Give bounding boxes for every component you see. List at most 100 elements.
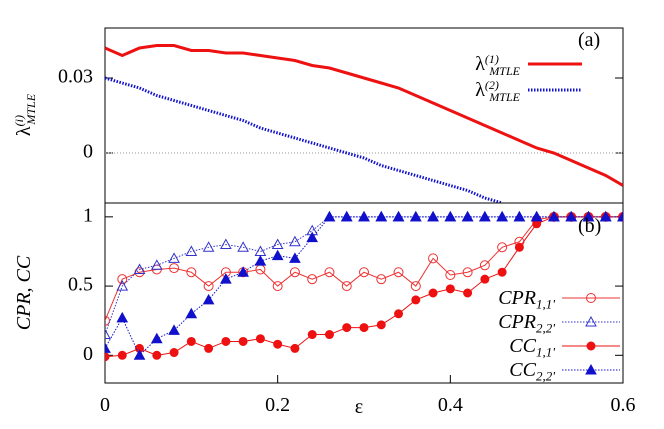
marker xyxy=(220,273,232,284)
legend-label: CC1,1' xyxy=(509,335,555,360)
legend-label: CPR2,2' xyxy=(498,311,555,336)
series-line xyxy=(105,76,503,203)
marker xyxy=(324,267,335,278)
marker xyxy=(358,210,370,222)
marker xyxy=(150,332,163,344)
marker xyxy=(254,255,267,266)
x-axis-label: ε xyxy=(355,396,363,418)
y-tick-label: 0.5 xyxy=(68,274,93,296)
marker xyxy=(273,339,283,349)
marker xyxy=(617,210,623,222)
marker xyxy=(105,352,110,362)
marker xyxy=(150,259,163,270)
marker xyxy=(565,210,578,222)
marker xyxy=(324,330,334,340)
marker xyxy=(306,231,319,243)
legend-marker xyxy=(585,315,597,327)
marker xyxy=(359,323,369,333)
marker xyxy=(342,323,352,333)
marker xyxy=(496,210,508,222)
legend-label: λ(1) MTLE xyxy=(475,52,520,78)
marker xyxy=(307,274,318,285)
marker xyxy=(186,336,196,346)
marker xyxy=(117,274,128,285)
marker xyxy=(152,350,162,360)
x-tick-label: 0.4 xyxy=(438,394,463,416)
marker xyxy=(237,266,249,277)
marker xyxy=(271,238,284,250)
marker xyxy=(428,288,438,298)
marker xyxy=(444,210,457,222)
plot-area xyxy=(105,210,623,362)
marker xyxy=(479,260,490,271)
y-tick-label: 0.03 xyxy=(58,66,93,88)
x-tick-label: 0.6 xyxy=(611,394,636,416)
marker xyxy=(462,267,473,278)
marker xyxy=(497,267,507,277)
marker xyxy=(289,267,300,278)
marker xyxy=(271,249,284,261)
marker xyxy=(599,210,612,222)
marker xyxy=(530,210,543,222)
x-tick-label: 0 xyxy=(100,394,110,416)
marker xyxy=(394,309,404,319)
marker xyxy=(185,245,198,256)
y-axis-label: λ(i)MTLE xyxy=(12,93,38,136)
marker xyxy=(116,311,129,323)
marker xyxy=(393,267,404,278)
x-tick-label: 0.2 xyxy=(265,394,290,416)
marker xyxy=(461,210,474,222)
marker xyxy=(375,210,388,222)
marker xyxy=(411,295,421,305)
marker xyxy=(133,349,146,360)
series-line xyxy=(105,216,623,358)
marker xyxy=(237,241,249,252)
marker xyxy=(168,252,180,263)
legend-marker xyxy=(586,293,596,303)
marker xyxy=(427,210,439,222)
series-line xyxy=(105,216,623,335)
marker xyxy=(238,336,248,346)
marker xyxy=(204,343,214,353)
legend-label: λ(2) MTLE xyxy=(475,78,520,104)
y-tick-label: 0 xyxy=(83,141,93,163)
marker xyxy=(203,281,214,292)
marker xyxy=(323,210,336,222)
marker xyxy=(186,267,197,278)
marker xyxy=(169,263,180,274)
marker xyxy=(445,270,456,280)
marker xyxy=(289,252,301,263)
marker xyxy=(116,280,129,291)
marker xyxy=(376,274,387,285)
legend-marker xyxy=(586,341,596,351)
marker xyxy=(117,350,127,360)
marker xyxy=(307,330,317,340)
marker xyxy=(428,253,439,264)
marker xyxy=(202,241,215,252)
marker xyxy=(220,238,232,250)
marker xyxy=(221,336,231,346)
plot-frame xyxy=(104,202,624,384)
marker xyxy=(409,210,422,222)
marker xyxy=(463,288,473,298)
marker xyxy=(169,348,179,358)
marker xyxy=(255,334,265,344)
legend-marker xyxy=(585,363,597,375)
marker xyxy=(376,320,386,330)
marker xyxy=(359,267,369,278)
marker xyxy=(479,210,491,222)
y-tick-label: 0 xyxy=(83,343,93,365)
marker xyxy=(105,315,110,326)
plot-area xyxy=(105,44,623,203)
marker xyxy=(168,324,180,335)
marker xyxy=(410,281,421,292)
panel-label: (a) xyxy=(578,29,600,51)
marker xyxy=(340,210,353,222)
marker xyxy=(105,328,111,340)
panel-label: (b) xyxy=(578,215,601,237)
marker xyxy=(445,284,455,294)
marker xyxy=(105,342,111,353)
y-tick-label: 1 xyxy=(83,204,93,226)
legend-label: CC2,2' xyxy=(509,359,555,384)
